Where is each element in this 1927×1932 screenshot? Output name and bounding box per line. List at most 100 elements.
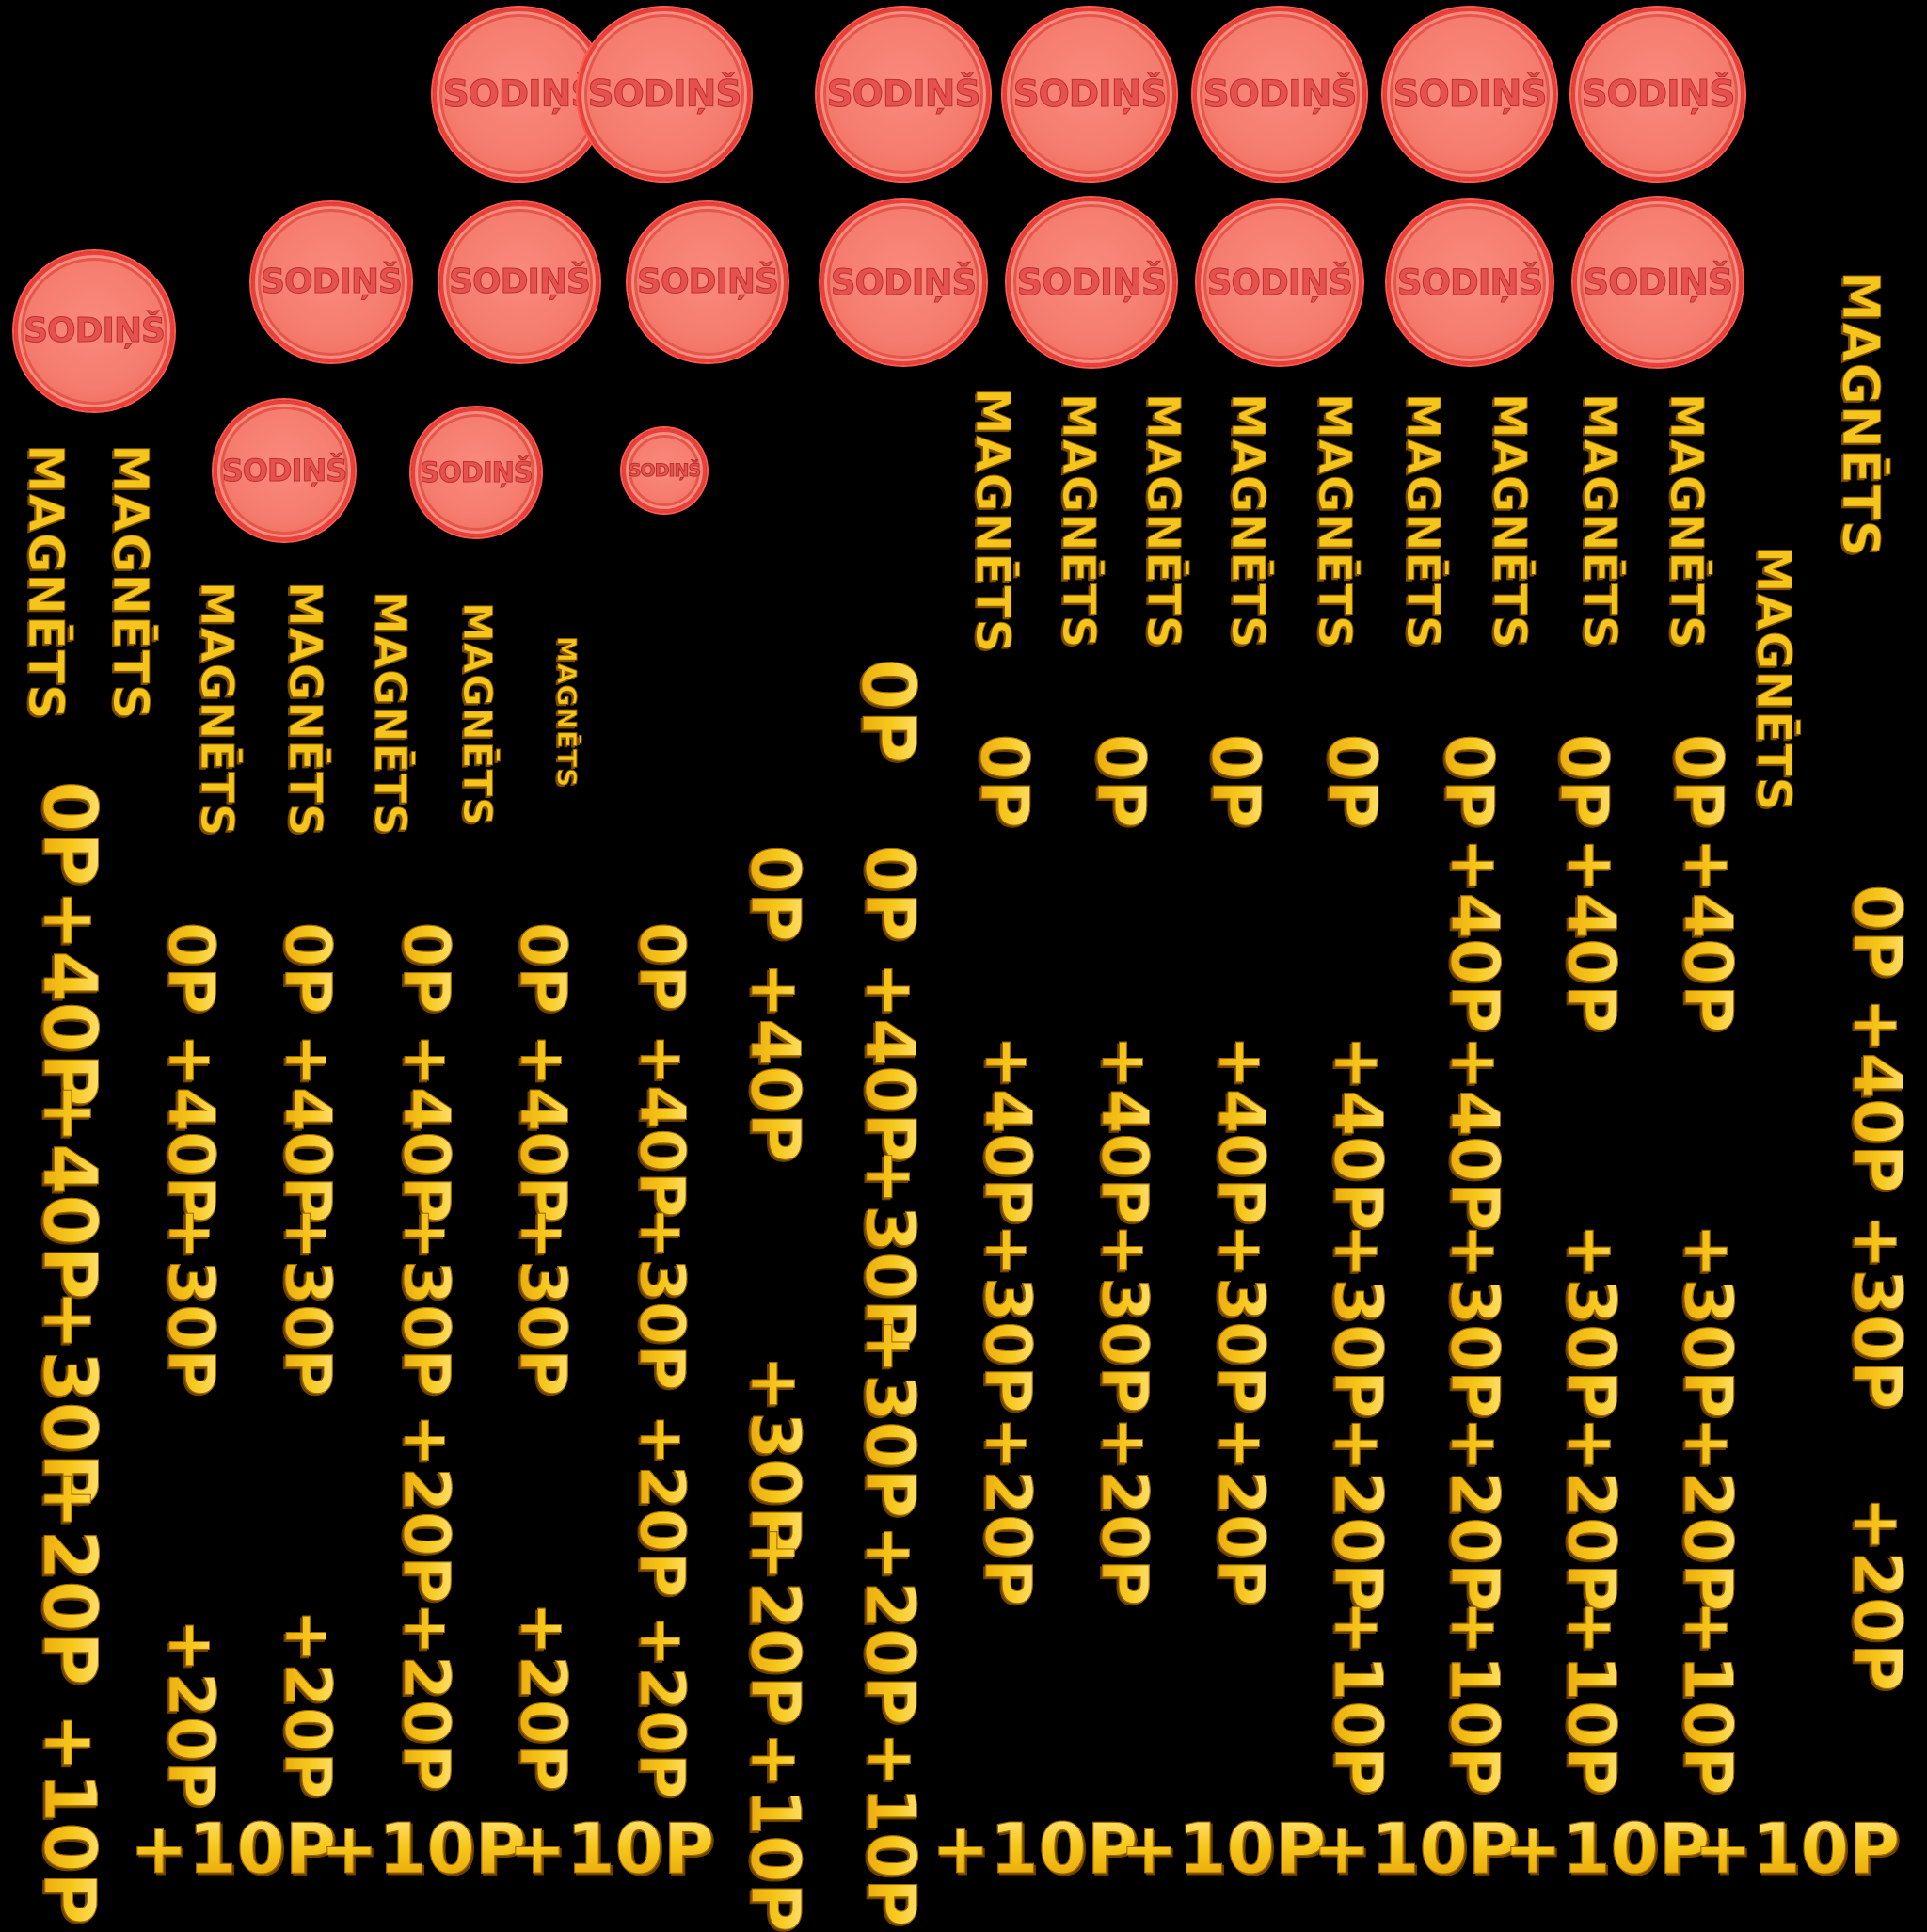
score-text-sprite: +10P <box>1553 1600 1631 1796</box>
coin-label: SODIŅŠ <box>1012 72 1168 116</box>
score-text-sprite: +10P <box>931 1809 1139 1890</box>
score-text-sprite: +20P <box>26 1468 112 1686</box>
score-text-sprite: +30P <box>1839 1214 1917 1410</box>
sodins-coin-sprite: SODIŅŠ <box>1007 198 1176 367</box>
coin-label: SODIŅŠ <box>1016 262 1168 303</box>
sodins-coin-sprite: SODIŅŠ <box>578 8 751 181</box>
magnets-label-sprite: MAGNĒTS <box>1396 393 1450 650</box>
sodins-coin-sprite: SODIŅŠ <box>1387 200 1553 365</box>
score-text-sprite: +10P <box>28 1713 113 1925</box>
magnets-label-sprite: MAGNĒTS <box>1746 546 1802 813</box>
score-text-sprite: +30P <box>1203 1223 1279 1413</box>
magnets-label-sprite: MAGNĒTS <box>1052 393 1106 650</box>
score-text-sprite: +40P <box>1203 1035 1279 1225</box>
score-text-sprite: 0P <box>626 922 699 1012</box>
score-text-sprite: +40P <box>1436 1035 1514 1231</box>
score-text-sprite: +10P <box>507 1809 715 1890</box>
score-text-sprite: +20P <box>389 1602 464 1792</box>
sodins-coin-sprite: SODIŅŠ <box>628 202 788 362</box>
score-text-sprite: +40P <box>26 1082 112 1301</box>
score-text-sprite: +20P <box>1319 1416 1397 1612</box>
score-text-sprite: +20P <box>1203 1416 1279 1606</box>
score-text-sprite: +10P <box>1503 1809 1711 1890</box>
sodins-coin-sprite: SODIŅŠ <box>251 202 411 362</box>
score-text-sprite: +10P <box>1436 1600 1514 1796</box>
score-text-sprite: +20P <box>389 1413 464 1604</box>
score-text-sprite: 0P <box>851 845 931 943</box>
score-text-sprite: +20P <box>851 1525 931 1726</box>
score-text-sprite: +10P <box>852 1732 931 1927</box>
score-text-sprite: +40P <box>736 962 816 1163</box>
score-text-sprite: 0P <box>1545 734 1623 829</box>
score-text-sprite: +10P <box>1319 1600 1397 1796</box>
coin-label: SODIŅŠ <box>420 455 534 488</box>
score-text-sprite: +40P <box>1087 1035 1162 1225</box>
sodins-coin-sprite: SODIŅŠ <box>1573 198 1743 367</box>
score-text-sprite: +30P <box>1669 1223 1747 1419</box>
score-text-sprite: +20P <box>153 1619 229 1809</box>
score-text-sprite: +40P <box>851 962 931 1163</box>
score-text-sprite: +20P <box>626 1413 699 1599</box>
sodins-coin-sprite: SODIŅŠ <box>820 200 986 365</box>
sodins-coin-sprite: SODIŅŠ <box>1571 8 1744 181</box>
score-text-sprite: +10P <box>1119 1809 1327 1890</box>
coin-label: SODIŅŠ <box>24 311 167 350</box>
coin-label: SODIŅŠ <box>1206 262 1353 303</box>
coin-label: SODIŅŠ <box>587 72 742 116</box>
score-text-sprite: 0P <box>1839 885 1917 980</box>
score-text-sprite: 0P <box>736 845 816 943</box>
magnets-label-sprite: MAGNĒTS <box>1573 393 1627 650</box>
score-text-sprite: +40P <box>1669 838 1747 1033</box>
score-text-sprite: +20P <box>736 1525 816 1726</box>
sodins-coin-sprite: SODIŅŠ <box>433 8 606 181</box>
sodins-coin-sprite: SODIŅŠ <box>1193 8 1366 181</box>
score-text-sprite: +20P <box>505 1602 581 1792</box>
coin-label: SODIŅŠ <box>637 263 780 301</box>
score-text-sprite: +30P <box>505 1206 581 1397</box>
score-text-sprite: +40P <box>26 889 112 1108</box>
score-text-sprite: +20P <box>270 1609 345 1799</box>
score-text-sprite: +40P <box>1436 838 1514 1033</box>
score-text-sprite: +40P <box>970 1035 1045 1225</box>
score-text-sprite: +20P <box>1553 1416 1631 1612</box>
magnets-label-sprite: MAGNĒTS <box>1137 393 1190 650</box>
magnets-label-sprite: MAGNĒTS <box>17 444 74 722</box>
coin-label: SODIŅŠ <box>1393 72 1548 116</box>
score-text-sprite: +10P <box>319 1809 527 1890</box>
score-text-sprite: +10P <box>736 1732 816 1932</box>
score-text-sprite: +40P <box>505 1033 581 1223</box>
score-text-sprite: +40P <box>1319 1035 1397 1231</box>
score-text-sprite: +40P <box>626 1033 699 1219</box>
magnets-label-sprite: MAGNĒTS <box>454 602 502 828</box>
score-text-sprite: +30P <box>153 1206 229 1397</box>
score-text-sprite: 0P <box>1314 734 1392 829</box>
score-text-sprite: 0P <box>965 734 1043 829</box>
score-text-sprite: 0P <box>26 781 112 886</box>
coin-label: SODIŅŠ <box>1396 262 1543 303</box>
score-text-sprite: 0P <box>1082 734 1160 829</box>
score-text-sprite: +40P <box>153 1033 229 1223</box>
score-text-sprite: 0P <box>153 922 229 1014</box>
coin-label: SODIŅŠ <box>1583 262 1734 303</box>
sodins-coin-sprite: SODIŅŠ <box>622 428 707 513</box>
score-text-sprite: +40P <box>270 1033 345 1223</box>
sodins-coin-sprite: SODIŅŠ <box>14 251 174 411</box>
score-text-sprite: 0P <box>1430 734 1508 829</box>
score-text-sprite: +10P <box>1312 1809 1520 1890</box>
magnets-label-sprite: MAGNĒTS <box>1831 271 1891 559</box>
score-text-sprite: +40P <box>1553 838 1631 1033</box>
score-text-sprite: 0P <box>1197 734 1275 829</box>
magnets-label-sprite: MAGNĒTS <box>965 388 1021 655</box>
coin-label: SODIŅŠ <box>826 72 981 116</box>
magnets-label-sprite: MAGNĒTS <box>1660 393 1713 650</box>
score-text-sprite: +30P <box>1087 1223 1162 1413</box>
score-text-sprite: +30P <box>1319 1223 1397 1419</box>
magnets-label-sprite: MAGNĒTS <box>279 582 332 838</box>
coin-label: SODIŅŠ <box>628 459 701 481</box>
sodins-coin-sprite: SODIŅŠ <box>817 8 990 181</box>
score-text-sprite: +10P <box>1669 1600 1747 1796</box>
coin-label: SODIŅŠ <box>1581 72 1736 116</box>
sodins-coin-sprite: SODIŅŠ <box>1383 8 1556 181</box>
score-text-sprite: +20P <box>1087 1416 1162 1606</box>
